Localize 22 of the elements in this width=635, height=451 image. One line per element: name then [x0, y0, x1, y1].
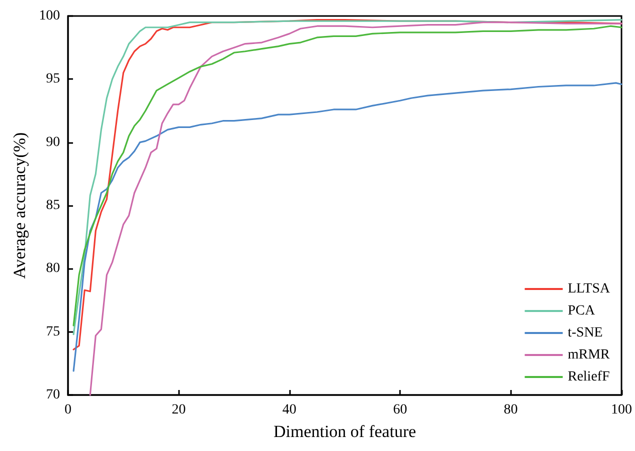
legend-label: PCA: [568, 304, 596, 318]
y-tick-label: 80: [46, 261, 60, 276]
line-series: [72, 82, 622, 372]
y-tick-label: 85: [46, 198, 60, 213]
y-tick-label: 70: [46, 388, 60, 402]
legend-label: t-SNE: [568, 326, 603, 340]
y-tick-label: 100: [39, 8, 60, 24]
y-tick-label: 90: [46, 134, 60, 150]
x-tick-label: 100: [611, 402, 632, 418]
legend-label: mRMR: [568, 348, 610, 362]
line-series: [89, 22, 622, 396]
x-tick-label: 60: [393, 402, 408, 418]
y-tick-label: 95: [46, 72, 60, 87]
x-tick-label: 20: [172, 402, 186, 418]
legend-label: LLTSA: [568, 282, 611, 296]
x-tick-label: 80: [504, 402, 518, 418]
legend-label: ReliefF: [568, 370, 610, 384]
y-axis-title: Average accuracy(%): [10, 132, 30, 279]
x-tick-label: 0: [64, 402, 72, 418]
y-tick-label: 75: [46, 324, 60, 340]
x-tick-label: 40: [282, 402, 296, 418]
x-axis-title: Dimention of feature: [273, 422, 416, 441]
